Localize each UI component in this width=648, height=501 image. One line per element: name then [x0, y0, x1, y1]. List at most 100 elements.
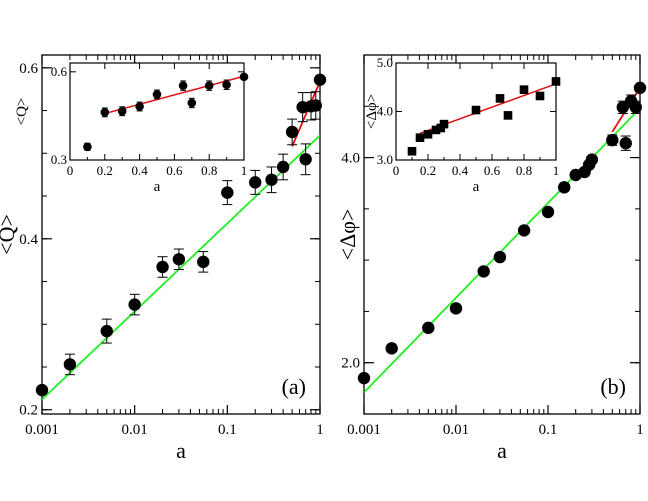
inset-x-tick-label: 1 [553, 163, 560, 178]
data-point [313, 73, 327, 86]
data-point [558, 181, 571, 194]
data-point [187, 98, 197, 108]
inset-fit-line-red [104, 75, 245, 115]
x-axis-title: a [497, 438, 507, 463]
inset-a: 0 0.2 0.4 0.6 0.8 1 0.3 0.6 a <Q> [14, 62, 249, 195]
data-point [117, 106, 127, 116]
panel-label: (a) [282, 374, 306, 399]
data-point [309, 99, 322, 112]
inset-x-tick-label: 0.8 [201, 163, 217, 178]
y-tick-label: 0.4 [19, 232, 38, 248]
data-point [357, 371, 371, 385]
inset-x-tick-label: 0.4 [131, 163, 148, 178]
data-point [172, 253, 186, 266]
data-point [222, 80, 231, 90]
data-point [249, 176, 262, 189]
y-tick-label: 2.0 [341, 356, 360, 372]
data-point [535, 91, 545, 101]
y-tick-label: 4.0 [341, 151, 360, 167]
plot-frame [41, 54, 321, 415]
data-point [633, 81, 647, 95]
y-axis-title: <Δφ> [335, 209, 360, 261]
inset-y-tick-label: 3.0 [377, 152, 393, 167]
data-point [100, 324, 113, 338]
data-point [471, 105, 481, 115]
x-tick-label: 0.1 [539, 422, 558, 438]
data-point [239, 72, 249, 82]
data-point [439, 119, 449, 129]
plot-frame [363, 54, 641, 415]
y-axis-title: <Q> [0, 214, 19, 255]
data-point [204, 81, 214, 90]
data-point [449, 302, 463, 315]
data-point [221, 186, 234, 199]
data-point [517, 224, 531, 237]
inset-y-axis-title: <Q> [14, 98, 30, 126]
data-point [407, 146, 417, 156]
data-point [152, 90, 162, 99]
inset-x-tick-label: 0 [67, 163, 74, 178]
inset-y-tick-label: 0.3 [51, 152, 67, 167]
data-point [495, 94, 505, 103]
data-point [276, 160, 290, 174]
inset-y-tick-label: 4.0 [377, 104, 393, 119]
data-point [477, 265, 490, 278]
y-tick-label: 0.6 [19, 61, 38, 77]
panel-label: (b) [600, 374, 626, 399]
data-point [619, 137, 632, 150]
inset-x-tick-label: 0.8 [516, 163, 532, 178]
data-point [63, 358, 77, 371]
inset-x-axis-title: a [154, 179, 161, 195]
inset-x-tick-label: 0.4 [452, 163, 469, 178]
x-tick-label: 1 [636, 422, 644, 438]
data-point [285, 125, 299, 139]
inset-x-tick-label: 0 [393, 163, 400, 178]
data-point [431, 125, 441, 135]
data-point [415, 133, 425, 142]
data-point [35, 383, 49, 397]
inset-x-tick-label: 0.6 [166, 163, 183, 178]
data-point [551, 77, 561, 86]
x-tick-label: 0.1 [218, 422, 237, 438]
data-point [83, 142, 92, 152]
data-point [606, 133, 619, 147]
panel-a: 0.001 0.01 0.1 1 0.2 0.4 0.6 a <Q> (a) [0, 54, 327, 463]
inset-x-tick-label: 0.6 [484, 163, 501, 178]
inset-b: 0 0.2 0.4 0.6 0.8 1 3.0 4.0 5.0 a <Δφ> [364, 55, 561, 195]
inset-x-tick-label: 0.2 [420, 163, 436, 178]
data-point [585, 153, 599, 166]
data-point [128, 298, 141, 311]
inset-x-tick-label: 1 [241, 163, 248, 178]
data-point [541, 205, 555, 219]
inset-y-axis-title: <Δφ> [364, 94, 380, 129]
data-point [156, 260, 169, 274]
x-axis-title: a [176, 438, 186, 463]
data-point [135, 102, 144, 111]
x-tick-label: 1 [316, 422, 324, 438]
x-tick-label: 0.01 [122, 422, 148, 438]
inset-y-tick-label: 0.6 [51, 64, 68, 79]
inset-x-axis-title: a [473, 179, 480, 195]
x-tick-label: 0.01 [443, 422, 469, 438]
data-point [178, 81, 188, 90]
data-point [299, 153, 312, 166]
data-point [265, 173, 278, 186]
data-point [519, 85, 529, 94]
y-tick-label: 0.2 [19, 403, 38, 419]
x-tick-label: 0.001 [347, 422, 381, 438]
data-point [197, 255, 210, 269]
x-tick-label: 0.001 [25, 422, 59, 438]
panel-b: 0.001 0.01 0.1 1 2.0 4.0 a <Δφ> (b) [335, 54, 647, 463]
data-point [629, 101, 642, 114]
data-point [503, 111, 513, 120]
data-point [422, 321, 435, 335]
data-point [493, 250, 507, 264]
inset-x-tick-label: 0.2 [97, 163, 113, 178]
data-point [385, 342, 398, 355]
inset-y-tick-label: 5.0 [377, 55, 393, 70]
data-point [423, 129, 433, 139]
data-point [100, 108, 110, 117]
inset-frame [69, 62, 245, 161]
